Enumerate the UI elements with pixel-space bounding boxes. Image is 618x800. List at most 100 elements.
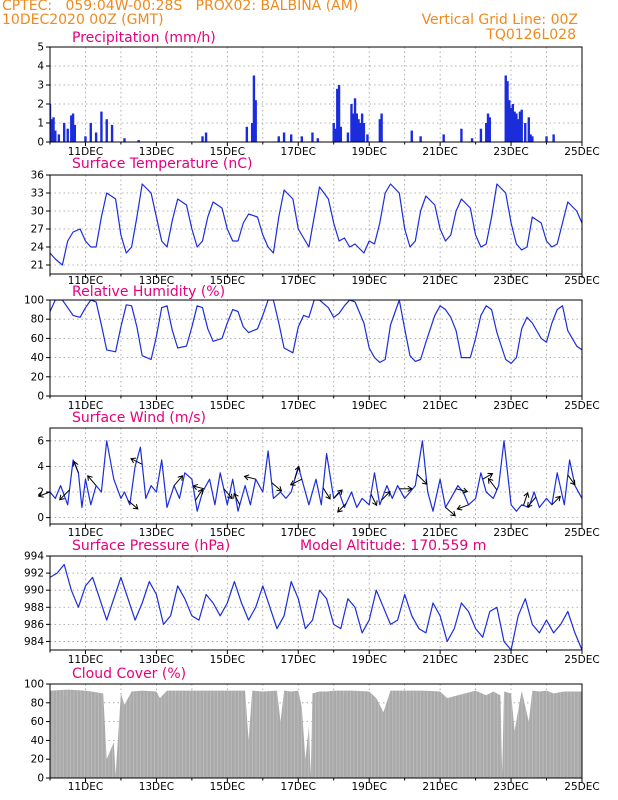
precip-bar — [531, 136, 534, 142]
precip-bar — [460, 128, 463, 142]
precip-bar — [332, 123, 335, 142]
wind-arrowhead — [276, 486, 283, 492]
y-tick-label: 36 — [31, 170, 45, 182]
wind-arrow — [551, 496, 561, 506]
x-tick-label: 11DEC — [68, 654, 103, 666]
x-tick-label: 19DEC — [351, 654, 386, 666]
y-tick-label: 3 — [37, 80, 44, 92]
x-tick-label: 13DEC — [139, 275, 174, 287]
precip-bar — [339, 126, 343, 142]
x-tick-label: 15DEC — [210, 400, 245, 412]
wind-arrow — [59, 489, 70, 501]
panel-title: Surface Temperature (nC) — [72, 156, 253, 172]
precip-bar — [485, 123, 488, 142]
precip-bar — [516, 119, 520, 142]
x-tick-label: 15DEC — [210, 146, 245, 158]
precip-bar — [204, 132, 208, 142]
y-tick-label: 24 — [31, 242, 45, 254]
wind-arrow — [233, 493, 241, 506]
wind-arrow — [322, 487, 331, 500]
series-line — [50, 300, 582, 364]
precip-bar — [488, 117, 491, 142]
wind-arrowhead — [421, 479, 428, 485]
wind-arrowhead — [130, 457, 137, 464]
model-altitude-label: Model Altitude: 170.559 m — [300, 538, 486, 554]
precip-bar — [508, 100, 511, 142]
x-tick-label: 17DEC — [281, 400, 316, 412]
precip-bar — [300, 136, 304, 142]
y-tick-label: 1 — [37, 118, 44, 130]
x-tick-label: 21DEC — [422, 275, 457, 287]
y-tick-label: 30 — [31, 206, 44, 218]
precip-bar — [355, 113, 358, 142]
precip-bar — [357, 119, 360, 142]
y-tick-label: 40 — [31, 735, 44, 747]
y-tick-label: 990 — [24, 585, 44, 597]
wind-arrowhead — [59, 494, 65, 501]
precip-bar — [366, 134, 369, 142]
wind-arrow — [130, 458, 143, 465]
precip-bar — [70, 115, 73, 142]
x-tick-label: 13DEC — [139, 146, 174, 158]
precip-bar — [352, 113, 355, 142]
wind-arrowhead — [325, 493, 331, 500]
wind-arrowhead — [337, 489, 343, 495]
y-tick-label: 992 — [24, 568, 44, 580]
y-tick-label: 4 — [37, 461, 44, 473]
header-line2-left: 10DEC2020 00Z (GMT) — [2, 12, 164, 28]
x-tick-label: 17DEC — [281, 654, 316, 666]
wind-arrow — [192, 485, 205, 490]
wind-arrow — [370, 493, 378, 506]
wind-arrow — [488, 478, 498, 491]
wind-arrow — [73, 461, 79, 473]
precip-bar — [137, 140, 140, 142]
wind-arrowhead — [192, 483, 198, 490]
precip-bar — [277, 136, 280, 142]
y-tick-label: 20 — [31, 754, 44, 766]
wind-arrow — [527, 496, 537, 508]
wind-arrowhead — [197, 488, 203, 495]
y-tick-label: 988 — [24, 602, 44, 614]
x-tick-label: 23DEC — [493, 527, 528, 539]
x-tick-label: 21DEC — [422, 781, 457, 793]
precip-bar — [337, 85, 341, 142]
x-tick-label: 23DEC — [493, 781, 528, 793]
panel-temp: 21 24 27 30 33 36 11DEC 13DEC 15DEC 17DEC 19DEC 21D… — [31, 156, 600, 287]
precip-bar — [62, 123, 66, 142]
wind-arrowhead — [177, 475, 184, 481]
cloud-cover-area — [50, 689, 582, 778]
precip-bar — [479, 128, 483, 142]
wind-arrowhead — [407, 485, 413, 492]
y-tick-label: 80 — [31, 314, 44, 326]
x-tick-label: 21DEC — [422, 146, 457, 158]
y-tick-label: 986 — [24, 619, 44, 631]
wind-arrow — [416, 474, 428, 485]
wind-arrowhead — [132, 504, 139, 510]
precip-bar — [552, 134, 555, 142]
panel-title: Relative Humidity (%) — [72, 284, 225, 300]
y-tick-label: 984 — [24, 636, 44, 648]
x-tick-label: 19DEC — [351, 146, 386, 158]
wind-arrowhead — [456, 504, 463, 511]
precip-bar — [513, 111, 516, 142]
precip-bar — [515, 113, 518, 142]
x-tick-label: 21DEC — [422, 654, 457, 666]
y-tick-label: 0 — [37, 137, 44, 149]
precip-bar — [359, 123, 362, 142]
wind-arrow — [173, 475, 183, 486]
panel-frame — [49, 427, 583, 525]
x-tick-label: 13DEC — [139, 527, 174, 539]
y-tick-label: 100 — [24, 295, 44, 307]
precip-bar — [346, 132, 350, 142]
wind-arrowhead — [233, 492, 239, 499]
precip-bar — [66, 128, 69, 142]
panel-frame — [49, 683, 583, 779]
wind-arrowhead — [569, 479, 576, 486]
precip-bar — [311, 132, 314, 142]
precip-bar — [410, 130, 413, 142]
wind-arrow — [290, 478, 303, 486]
precip-bar — [316, 138, 319, 142]
series-line — [50, 440, 582, 512]
x-tick-label: 19DEC — [351, 275, 386, 287]
precip-bar — [336, 88, 339, 142]
